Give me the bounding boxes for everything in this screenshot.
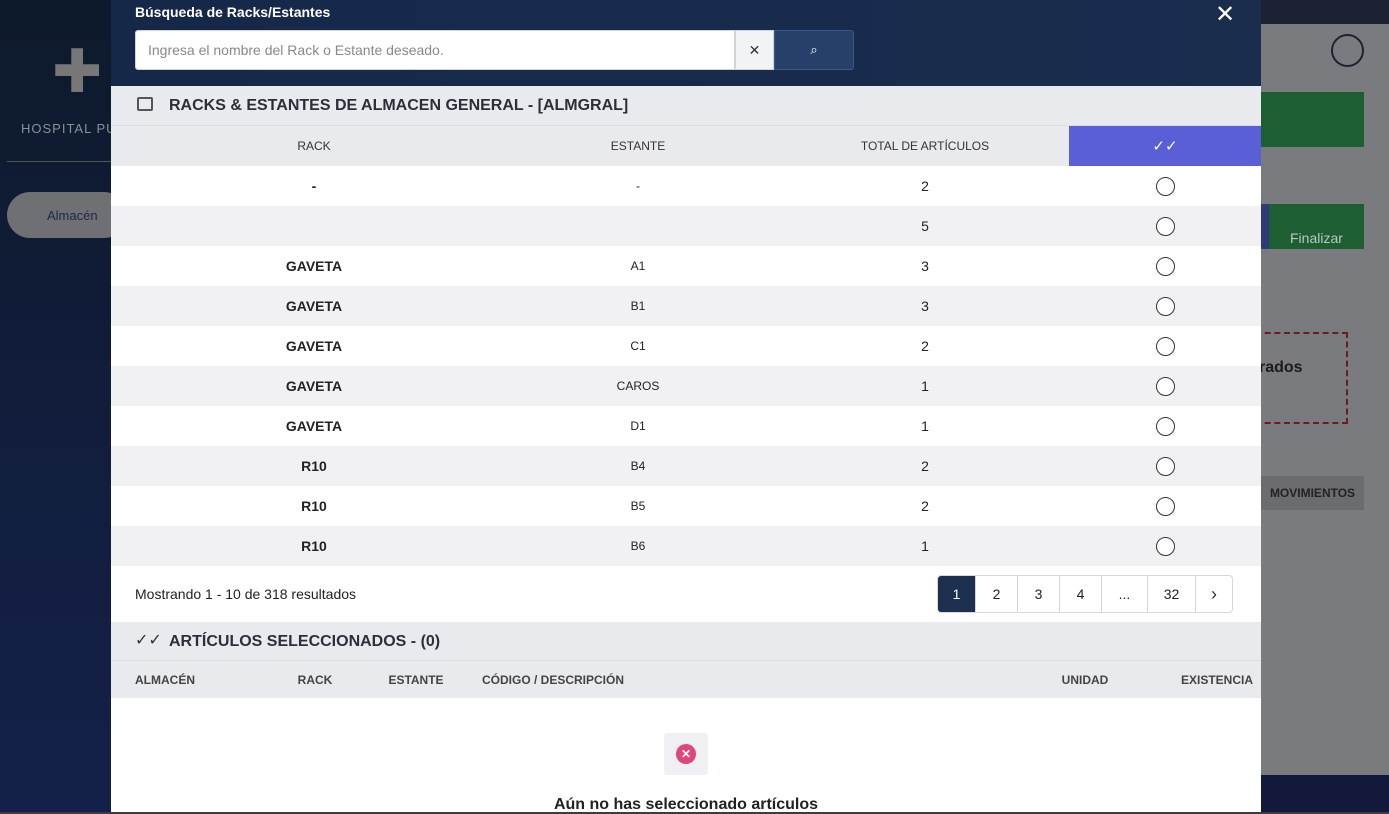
clear-button[interactable]: ✕	[735, 30, 774, 70]
table-cell: 3	[921, 298, 929, 314]
table-cell: GAVETA	[285, 378, 343, 394]
table-cell: GAVETA	[285, 418, 343, 434]
column-header: ESTANTE	[610, 139, 666, 153]
close-button[interactable]: ✕	[1214, 0, 1236, 28]
section-header	[111, 86, 1261, 126]
radio-button[interactable]	[1156, 177, 1175, 196]
radio-button[interactable]	[1156, 377, 1175, 396]
nav-item[interactable]: Almacén	[7, 192, 127, 238]
column-header: ESTANTE	[388, 672, 444, 687]
app-topbar	[1261, 0, 1389, 24]
modal: Búsqueda de Racks/Estantes ✕ Ingresa el …	[111, 0, 1261, 813]
dashed-box: rados	[1255, 332, 1348, 424]
table-cell: B6	[630, 539, 646, 553]
tab-label[interactable]: MOVIMIENTOS	[1261, 476, 1364, 510]
table-cell: B1	[630, 299, 646, 313]
column-header: RACK	[297, 139, 331, 153]
hospital-name: HOSPITAL PUE	[21, 121, 127, 136]
table-cell: 5	[921, 218, 929, 234]
table-cell: 3	[921, 258, 929, 274]
column-header: UNIDAD	[1061, 672, 1109, 687]
table-row	[111, 486, 1261, 526]
column-header: EXISTENCIA	[1180, 672, 1253, 687]
table-cell: C1	[630, 339, 646, 353]
table-row	[111, 446, 1261, 486]
finish-button[interactable]: Finalizar	[1261, 204, 1364, 249]
check-icon: ✓✓	[135, 632, 162, 649]
selected-header	[111, 661, 1261, 698]
table-row	[111, 286, 1261, 326]
table-cell: GAVETA	[285, 258, 343, 274]
table-cell: CAROS	[616, 379, 660, 393]
alert	[1261, 92, 1364, 147]
table-cell: -	[636, 179, 640, 193]
table-cell: D1	[630, 419, 646, 433]
table-row	[111, 326, 1261, 366]
table-cell	[164, 206, 464, 246]
table-row	[111, 366, 1261, 406]
table-cell: GAVETA	[285, 298, 343, 314]
table-cell: B5	[630, 499, 646, 513]
column-header: ALMACÉN	[135, 672, 195, 687]
page-button[interactable]: 3	[1018, 576, 1060, 612]
radio-button[interactable]	[1156, 297, 1175, 316]
table-header	[111, 126, 1069, 166]
pagination: 1 2 3 4... 32 ›	[937, 575, 1233, 613]
radio-button[interactable]	[1156, 257, 1175, 276]
table-cell: B4	[630, 459, 646, 473]
radio-button[interactable]	[1156, 457, 1175, 476]
table-cell: 2	[921, 338, 929, 354]
table-icon	[137, 97, 153, 111]
table-cell: 1	[921, 418, 929, 434]
radio-button[interactable]	[1156, 337, 1175, 356]
table-cell: R10	[301, 538, 327, 554]
column-header: RACK	[297, 672, 333, 687]
page-button[interactable]: 4	[1060, 576, 1102, 612]
search-input[interactable]: Ingresa el nombre del Rack o Estante des…	[135, 30, 735, 70]
button-edge	[1261, 204, 1269, 249]
table-cell: 2	[921, 178, 929, 194]
table-cell: 2	[921, 458, 929, 474]
table-row	[111, 246, 1261, 286]
table-row	[111, 406, 1261, 446]
column-header: TOTAL DE ARTÍCULOS	[860, 139, 990, 153]
table-cell: A1	[630, 259, 646, 273]
table-row	[111, 206, 1261, 246]
page-button[interactable]: 2	[976, 576, 1018, 612]
table-cell: 1	[921, 378, 929, 394]
search-button[interactable]: ⌕	[774, 30, 854, 70]
table-cell	[488, 206, 788, 246]
empty-message: Aún no has seleccionado artículos	[553, 796, 819, 813]
logo: ✚	[52, 38, 103, 105]
radio-button[interactable]	[1156, 417, 1175, 436]
avatar[interactable]	[1331, 34, 1364, 67]
radio-button[interactable]	[1156, 217, 1175, 236]
table-cell: -	[311, 178, 317, 194]
section-header	[111, 622, 1261, 661]
table-cell: R10	[301, 458, 327, 474]
table-cell: R10	[301, 498, 327, 514]
page-button[interactable]: 32	[1148, 576, 1196, 612]
divider	[7, 161, 111, 162]
table-row	[111, 526, 1261, 566]
sidebar	[0, 0, 111, 812]
select-all-header[interactable]: ✓✓	[1069, 126, 1261, 166]
app-footer	[1261, 775, 1389, 812]
table-cell: 1	[921, 538, 929, 554]
next-page-button[interactable]: ›	[1211, 583, 1217, 604]
table-cell: GAVETA	[285, 338, 343, 354]
table-cell: 2	[921, 498, 929, 514]
page-button[interactable]: ...	[1102, 576, 1148, 612]
page-button[interactable]: 1	[938, 576, 976, 612]
radio-button[interactable]	[1156, 537, 1175, 556]
section-title: RACKS & ESTANTES DE ALMACEN GENERAL - [A…	[169, 97, 629, 114]
column-header: CÓDIGO / DESCRIPCIÓN	[482, 672, 625, 687]
table-row	[111, 166, 1261, 206]
modal-title: Búsqueda de Racks/Estantes	[135, 4, 331, 20]
radio-button[interactable]	[1156, 497, 1175, 516]
empty-icon: ✕	[664, 733, 708, 775]
results-summary: Mostrando 1 - 10 de 318 resultados	[135, 586, 357, 602]
section-title: ARTÍCULOS SELECCIONADOS - (0)	[169, 633, 441, 650]
